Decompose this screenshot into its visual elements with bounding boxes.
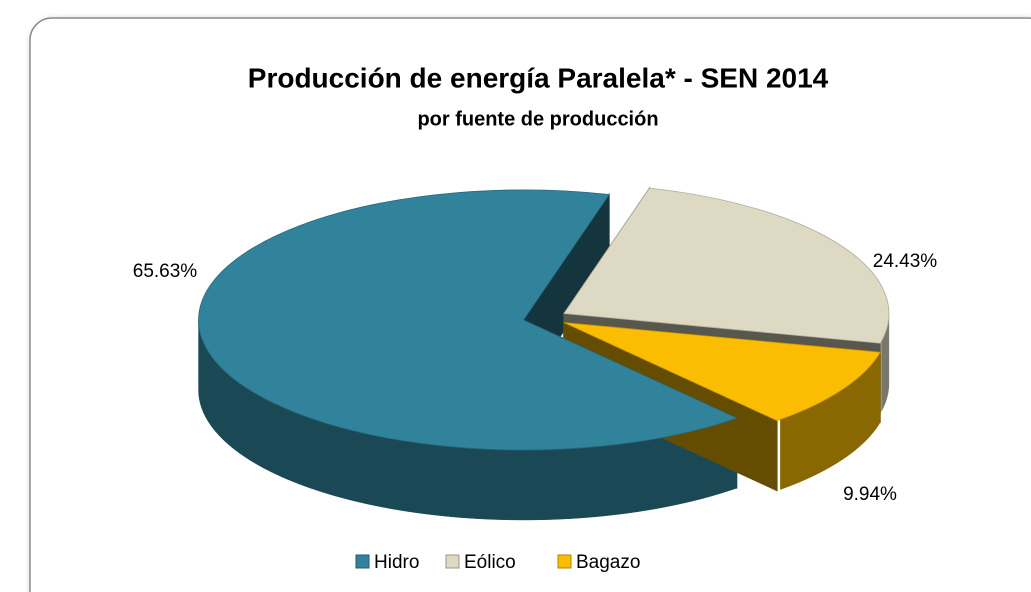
- chart-title: Producción de energía Paralela* - SEN 20…: [248, 62, 829, 93]
- data-label: 9.94%: [843, 484, 897, 505]
- data-label: 24.43%: [873, 251, 938, 272]
- slice: [198, 189, 738, 451]
- legend-label: Bagazo: [576, 552, 640, 573]
- legend-swatch: [557, 554, 572, 569]
- pie-tops: [198, 187, 890, 451]
- slice: [563, 187, 890, 344]
- chart-subtitle: por fuente de producción: [417, 108, 658, 130]
- legend-label: Hidro: [374, 552, 419, 573]
- legend-swatch: [355, 554, 370, 569]
- labels: 65.63% 24.43% 9.94% Hidro Eólico Bagazo: [133, 251, 938, 573]
- legend-swatch: [445, 554, 460, 569]
- slice: [563, 322, 881, 422]
- data-label: 65.63%: [133, 261, 198, 282]
- legend-label: Eólico: [464, 552, 516, 573]
